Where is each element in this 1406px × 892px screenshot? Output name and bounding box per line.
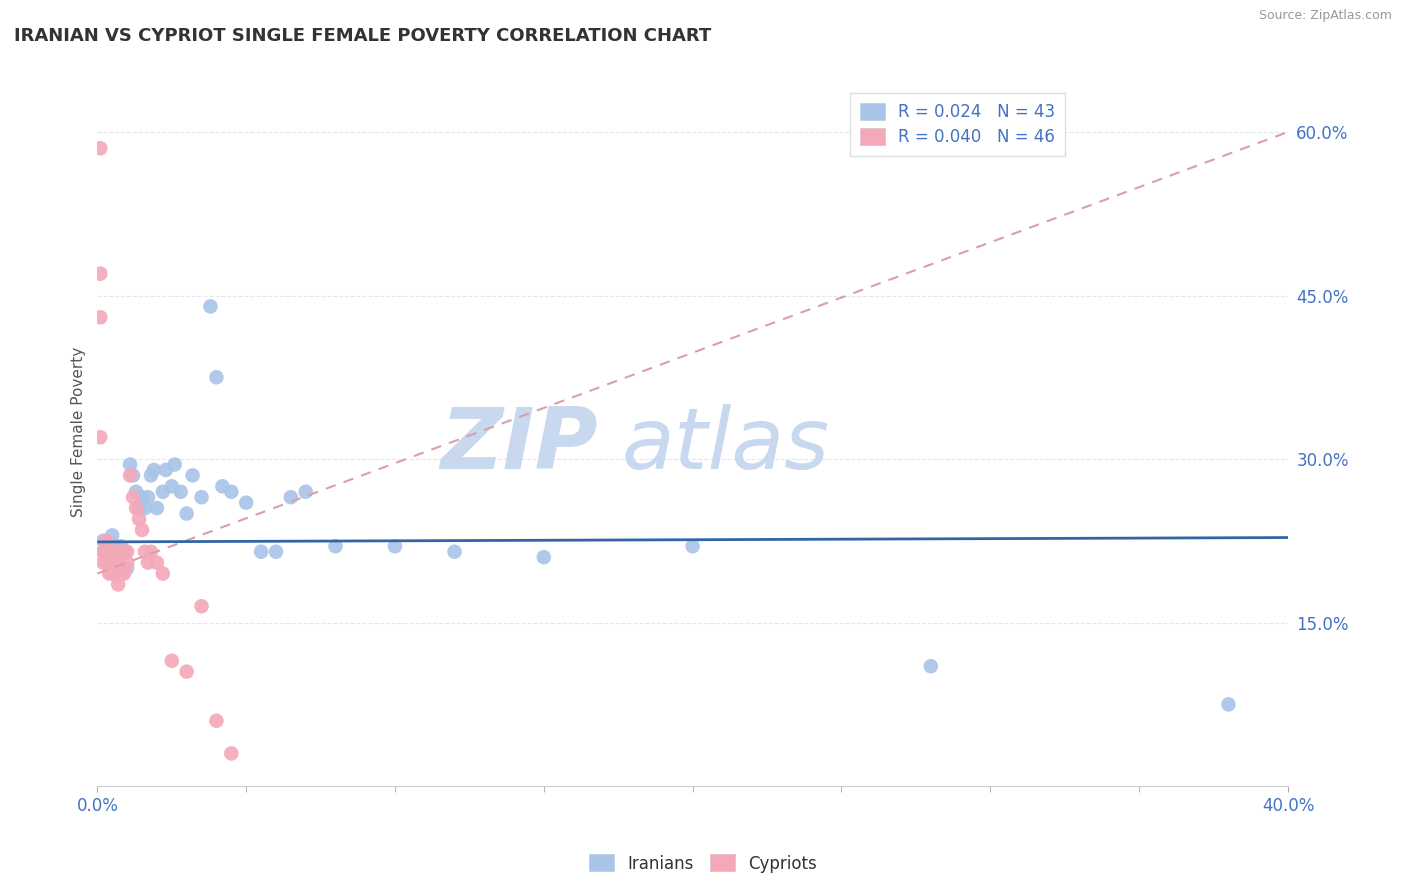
Point — [221, 747, 243, 761]
Point — [128, 501, 150, 516]
Y-axis label: Single Female Poverty: Single Female Poverty — [72, 347, 86, 517]
Point — [112, 545, 135, 559]
Point — [160, 654, 183, 668]
Point — [131, 490, 153, 504]
Point — [96, 545, 118, 559]
Text: IRANIAN VS CYPRIOT SINGLE FEMALE POVERTY CORRELATION CHART: IRANIAN VS CYPRIOT SINGLE FEMALE POVERTY… — [14, 27, 711, 45]
Point — [190, 490, 212, 504]
Point — [139, 468, 162, 483]
Point — [107, 545, 129, 559]
Point — [682, 539, 704, 553]
Point — [205, 370, 228, 384]
Point — [533, 550, 555, 565]
Point — [96, 545, 118, 559]
Point — [142, 463, 165, 477]
Point — [107, 556, 129, 570]
Point — [146, 501, 169, 516]
Point — [122, 468, 145, 483]
Point — [101, 528, 124, 542]
Point — [139, 545, 162, 559]
Point — [146, 556, 169, 570]
Point — [155, 463, 177, 477]
Point — [221, 484, 243, 499]
Point — [98, 545, 121, 559]
Point — [920, 659, 942, 673]
Point — [96, 533, 118, 548]
Point — [264, 545, 287, 559]
Point — [1218, 698, 1240, 712]
Point — [91, 545, 114, 559]
Point — [181, 468, 204, 483]
Point — [115, 556, 138, 570]
Point — [131, 523, 153, 537]
Point — [98, 556, 121, 570]
Point — [152, 484, 174, 499]
Point — [136, 556, 159, 570]
Point — [112, 545, 135, 559]
Point — [205, 714, 228, 728]
Point — [134, 501, 156, 516]
Point — [176, 507, 198, 521]
Point — [211, 479, 233, 493]
Point — [107, 577, 129, 591]
Point — [160, 479, 183, 493]
Point — [125, 484, 148, 499]
Point — [115, 545, 138, 559]
Point — [96, 556, 118, 570]
Point — [104, 539, 127, 553]
Point — [235, 496, 257, 510]
Point — [122, 490, 145, 504]
Point — [98, 545, 121, 559]
Point — [101, 566, 124, 581]
Point — [112, 566, 135, 581]
Point — [115, 561, 138, 575]
Point — [101, 556, 124, 570]
Point — [96, 545, 118, 559]
Point — [91, 533, 114, 548]
Point — [104, 566, 127, 581]
Point — [89, 267, 111, 281]
Point — [136, 490, 159, 504]
Point — [128, 512, 150, 526]
Point — [134, 545, 156, 559]
Point — [190, 599, 212, 614]
Point — [384, 539, 406, 553]
Point — [110, 539, 132, 553]
Point — [443, 545, 465, 559]
Point — [325, 539, 347, 553]
Point — [110, 566, 132, 581]
Point — [98, 566, 121, 581]
Text: Source: ZipAtlas.com: Source: ZipAtlas.com — [1258, 9, 1392, 22]
Point — [91, 556, 114, 570]
Point — [89, 141, 111, 155]
Point — [152, 566, 174, 581]
Point — [200, 300, 222, 314]
Point — [176, 665, 198, 679]
Point — [89, 310, 111, 325]
Point — [101, 545, 124, 559]
Point — [104, 556, 127, 570]
Point — [125, 501, 148, 516]
Point — [294, 484, 316, 499]
Legend: Iranians, Cypriots: Iranians, Cypriots — [582, 847, 824, 880]
Point — [250, 545, 273, 559]
Point — [98, 556, 121, 570]
Point — [170, 484, 193, 499]
Point — [163, 458, 186, 472]
Text: ZIP: ZIP — [440, 404, 598, 487]
Point — [89, 430, 111, 444]
Text: atlas: atlas — [621, 404, 830, 487]
Point — [110, 545, 132, 559]
Point — [120, 458, 142, 472]
Point — [104, 545, 127, 559]
Point — [107, 566, 129, 581]
Point — [280, 490, 302, 504]
Point — [91, 545, 114, 559]
Point — [101, 545, 124, 559]
Point — [120, 468, 142, 483]
Legend: R = 0.024   N = 43, R = 0.040   N = 46: R = 0.024 N = 43, R = 0.040 N = 46 — [849, 93, 1066, 156]
